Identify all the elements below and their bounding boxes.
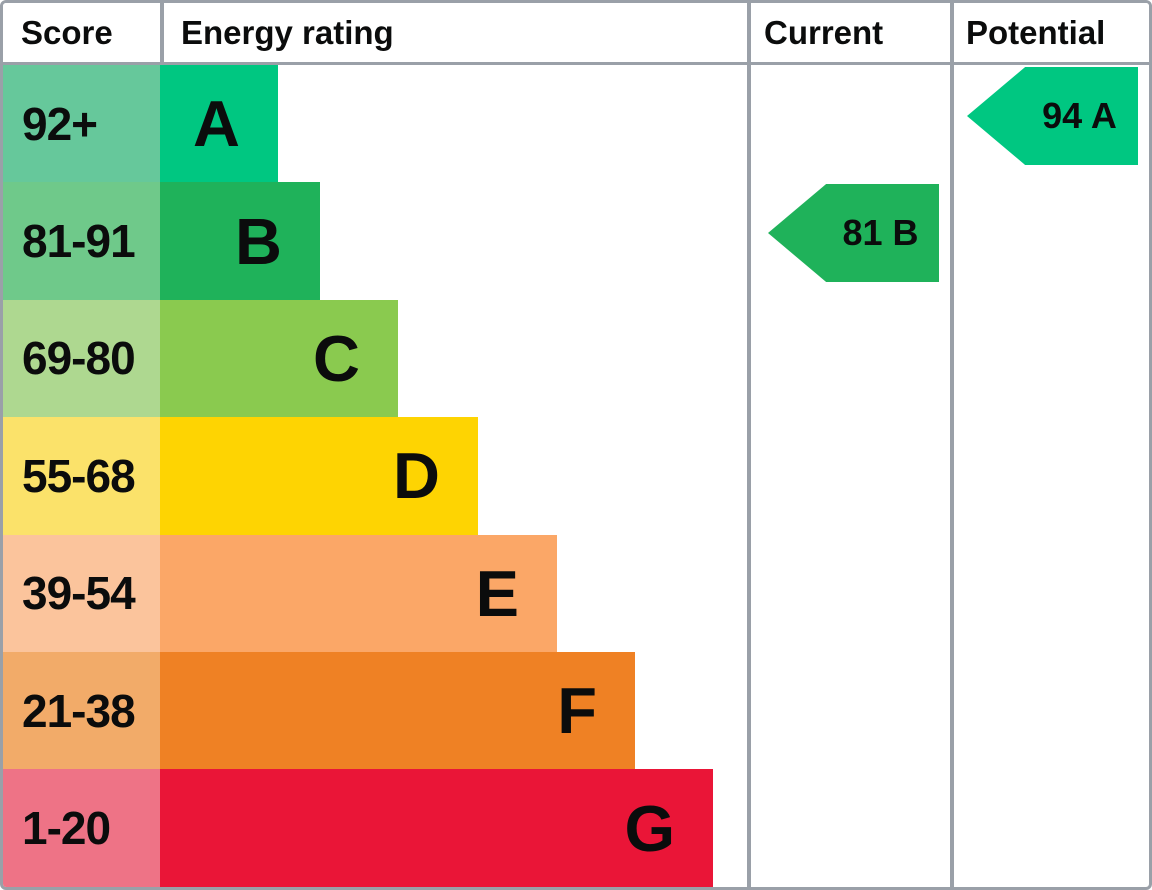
rating-row-f: 21-38 F	[3, 651, 1149, 770]
column-header-score: Score	[21, 13, 113, 51]
score-range-d: 55-68	[3, 417, 160, 535]
header-row: Score Energy rating Current Potential	[3, 3, 1149, 65]
divider-score-energy	[160, 3, 164, 65]
score-range-b: 81-91	[3, 182, 160, 300]
rating-row-b: 81-91 B	[3, 182, 1149, 300]
rating-row-e: 39-54 E	[3, 534, 1149, 652]
rating-row-a: 92+ A	[3, 65, 1149, 183]
score-range-a: 92+	[3, 65, 160, 183]
column-header-potential: Potential	[966, 13, 1106, 51]
rating-bar-e: E	[160, 534, 557, 652]
rating-row-d: 55-68 D	[3, 417, 1149, 535]
rating-row-c: 69-80 C	[3, 299, 1149, 418]
score-range-c: 69-80	[3, 299, 160, 418]
rating-bar-f: F	[160, 651, 635, 770]
column-header-current: Current	[764, 13, 884, 51]
rating-bar-c: C	[160, 299, 398, 418]
score-range-e: 39-54	[3, 534, 160, 652]
column-header-energy-rating: Energy rating	[181, 13, 394, 51]
score-range-g: 1-20	[3, 769, 160, 887]
score-range-f: 21-38	[3, 651, 160, 770]
divider-energy-current	[747, 3, 751, 887]
rating-bar-a: A	[160, 65, 278, 183]
rating-bar-d: D	[160, 417, 478, 535]
rating-row-g: 1-20 G	[3, 769, 1149, 887]
rating-bar-g: G	[160, 769, 713, 887]
divider-current-potential	[950, 3, 954, 887]
rating-rows: 92+ A 81-91 B 69-80 C 55-68 D 39-54 E 21…	[3, 65, 1149, 887]
rating-bar-b: B	[160, 182, 320, 300]
